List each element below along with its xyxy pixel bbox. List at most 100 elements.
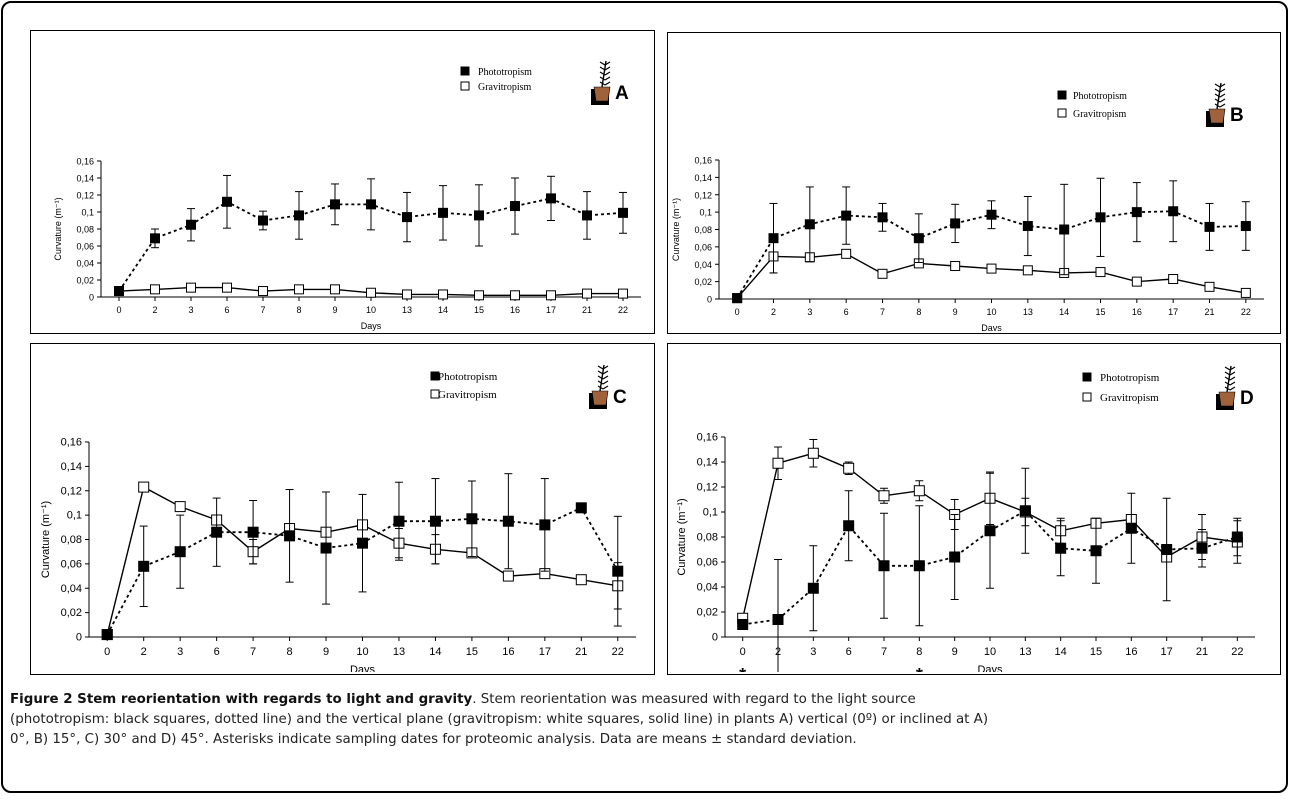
x-axis-label: Days bbox=[361, 321, 382, 331]
data-point-phototropism bbox=[737, 619, 749, 630]
x-tick-label: 13 bbox=[1019, 646, 1031, 658]
x-tick-label: 3 bbox=[810, 646, 816, 658]
data-point-phototropism bbox=[582, 210, 592, 221]
data-point-gravitropism bbox=[582, 288, 592, 299]
y-tick-label: 0 bbox=[89, 293, 94, 303]
data-point-phototropism bbox=[949, 551, 961, 563]
data-point-phototropism bbox=[138, 560, 150, 572]
pot bbox=[1218, 391, 1236, 407]
x-axis-label: Days bbox=[350, 664, 376, 672]
x-tick-label: 7 bbox=[881, 646, 887, 658]
data-point-phototropism bbox=[429, 515, 441, 527]
plant-pot-icon bbox=[1216, 365, 1236, 410]
legend-marker-phototropism bbox=[1082, 372, 1092, 382]
x-tick-label: 6 bbox=[224, 305, 229, 315]
data-point-phototropism bbox=[466, 513, 478, 525]
plant-leaf bbox=[599, 66, 606, 71]
legend-label-gravitropism: Gravitropism bbox=[1100, 392, 1159, 404]
x-axis-label: Days bbox=[981, 323, 1002, 331]
data-point-gravitropism bbox=[1204, 281, 1215, 292]
plant-leaf bbox=[599, 76, 606, 81]
pot bbox=[1208, 108, 1226, 124]
plant-leaf bbox=[1229, 371, 1236, 376]
caption-line-1: . Stem reorientation was measured with r… bbox=[472, 692, 916, 707]
data-point-phototropism bbox=[438, 207, 448, 218]
x-tick-label: 3 bbox=[177, 646, 183, 658]
data-point-phototropism bbox=[1090, 545, 1102, 557]
x-tick-label: 21 bbox=[582, 305, 592, 315]
plant-leaf bbox=[1214, 88, 1221, 93]
data-point-phototropism bbox=[330, 199, 340, 210]
panel-c: 0 0,02 0,04 0,06 0,08 0,1 0,12 0,14 0,16 0 2 3 6 7 8 9 1… bbox=[30, 343, 655, 675]
data-point-phototropism bbox=[1131, 207, 1142, 218]
data-point-gravitropism bbox=[1168, 274, 1179, 285]
legend-label-phototropism: Phototropism bbox=[1073, 91, 1127, 102]
legend-marker-phototropism bbox=[430, 371, 440, 381]
plant-leaf bbox=[1214, 93, 1221, 98]
pot bbox=[591, 390, 609, 406]
y-tick-label: 0,12 bbox=[61, 485, 82, 497]
x-tick-label: 10 bbox=[366, 305, 376, 315]
y-tick-label: 0,16 bbox=[694, 156, 712, 166]
data-point-gravitropism bbox=[546, 290, 556, 301]
plant-leaf bbox=[1224, 381, 1231, 386]
y-tick-label: 0,14 bbox=[694, 173, 712, 183]
data-point-gravitropism bbox=[402, 289, 412, 300]
plant-leaf bbox=[1224, 386, 1231, 391]
x-tick-label: 3 bbox=[807, 307, 812, 317]
data-point-phototropism bbox=[950, 218, 961, 229]
x-tick-label: 16 bbox=[1132, 307, 1142, 317]
y-tick-label: 0,02 bbox=[76, 276, 94, 286]
plant-pot-icon bbox=[591, 60, 611, 105]
y-tick-label: 0,16 bbox=[697, 432, 718, 444]
legend-marker-phototropism bbox=[460, 66, 470, 76]
y-tick-label: 0,06 bbox=[61, 558, 82, 570]
data-point-phototropism bbox=[877, 212, 888, 223]
x-tick-label: 2 bbox=[771, 307, 776, 317]
x-tick-label: 15 bbox=[1090, 646, 1102, 658]
x-tick-label: 13 bbox=[1023, 307, 1033, 317]
pot bbox=[593, 86, 611, 102]
x-tick-label: 13 bbox=[402, 305, 412, 315]
legend-marker-gravitropism bbox=[430, 389, 440, 399]
data-point-gravitropism bbox=[222, 282, 232, 293]
plant-leaf bbox=[1219, 88, 1226, 93]
data-point-phototropism bbox=[393, 515, 405, 527]
data-point-gravitropism bbox=[877, 268, 888, 279]
plant-leaf bbox=[599, 81, 606, 86]
y-tick-label: 0,08 bbox=[76, 225, 94, 235]
data-point-phototropism bbox=[502, 515, 514, 527]
plant-leaf bbox=[1219, 98, 1226, 103]
y-tick-label: 0,1 bbox=[699, 208, 712, 218]
data-point-gravitropism bbox=[366, 287, 376, 298]
data-point-gravitropism bbox=[772, 457, 784, 469]
x-tick-label: 8 bbox=[916, 646, 922, 658]
data-point-gravitropism bbox=[502, 570, 514, 582]
x-tick-label: 17 bbox=[1168, 307, 1178, 317]
legend-label-phototropism: Phototropism bbox=[438, 371, 498, 383]
data-point-gravitropism bbox=[986, 263, 997, 274]
data-point-phototropism bbox=[222, 196, 232, 207]
y-tick-label: 0,02 bbox=[697, 607, 718, 619]
data-point-phototropism bbox=[174, 546, 186, 558]
data-point-phototropism bbox=[1204, 221, 1215, 232]
y-tick-label: 0,14 bbox=[76, 174, 94, 184]
sampling-asterisk: * bbox=[739, 665, 746, 672]
x-tick-label: 15 bbox=[1095, 307, 1105, 317]
data-point-gravitropism bbox=[1022, 265, 1033, 276]
panel-letter: A bbox=[615, 83, 629, 104]
data-point-phototropism bbox=[575, 502, 587, 514]
plant-leaf bbox=[1214, 103, 1221, 108]
data-point-phototropism bbox=[913, 233, 924, 244]
y-tick-label: 0,08 bbox=[694, 225, 712, 235]
x-tick-label: 0 bbox=[116, 305, 121, 315]
data-point-phototropism bbox=[211, 526, 223, 538]
x-tick-label: 21 bbox=[1204, 307, 1214, 317]
y-axis-label: Curvature (m⁻¹) bbox=[671, 198, 681, 261]
data-point-phototropism bbox=[1059, 224, 1070, 235]
x-tick-label: 10 bbox=[984, 646, 996, 658]
x-tick-label: 9 bbox=[952, 646, 958, 658]
plant-leaf bbox=[1229, 376, 1236, 381]
plant-leaf bbox=[602, 375, 609, 380]
